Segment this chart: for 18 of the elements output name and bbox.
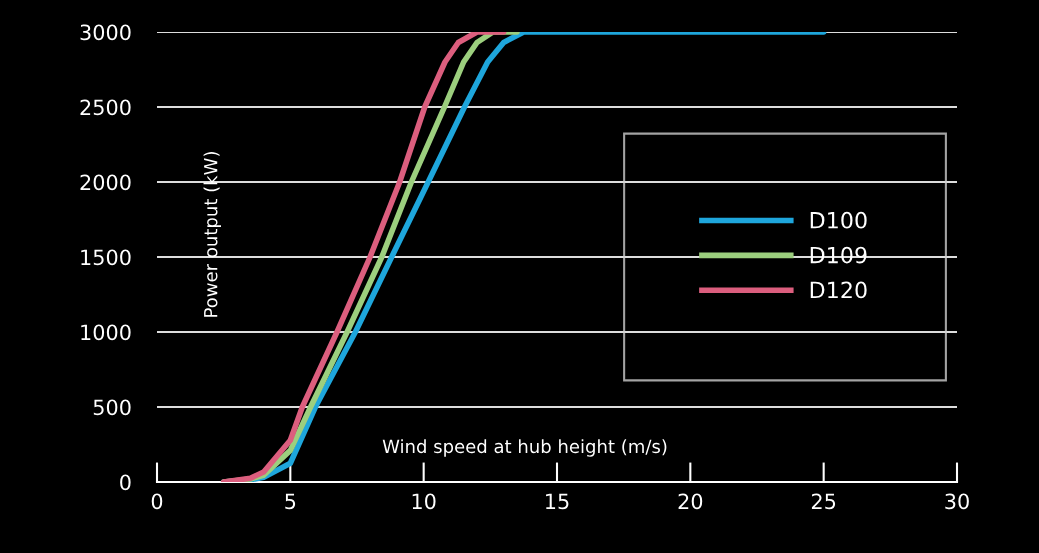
legend-label: D100 bbox=[810, 211, 867, 229]
y-tick-label: 3000 bbox=[80, 24, 131, 41]
y-tick-label: 0 bbox=[120, 474, 131, 491]
x-tick-label: 30 bbox=[945, 493, 969, 510]
x-tick-label: 20 bbox=[678, 493, 703, 510]
x-tick-label: 0 bbox=[151, 493, 163, 510]
y-tick-label: 2000 bbox=[80, 174, 131, 191]
x-tick-label: 15 bbox=[546, 493, 569, 510]
y-tick-label: 2500 bbox=[80, 99, 131, 116]
x-tick-label: 5 bbox=[285, 493, 296, 510]
x-tick-label: 25 bbox=[811, 493, 836, 510]
legend-label: D120 bbox=[810, 281, 867, 299]
y-axis-title: Power output (kW) bbox=[203, 152, 221, 317]
y-tick-label: 1500 bbox=[81, 249, 131, 266]
y-tick-label: 1000 bbox=[81, 324, 131, 341]
x-axis-title: Wind speed at hub height (m/s) bbox=[382, 439, 667, 457]
x-tick-label: 10 bbox=[412, 493, 436, 510]
y-tick-label: 500 bbox=[93, 399, 131, 416]
